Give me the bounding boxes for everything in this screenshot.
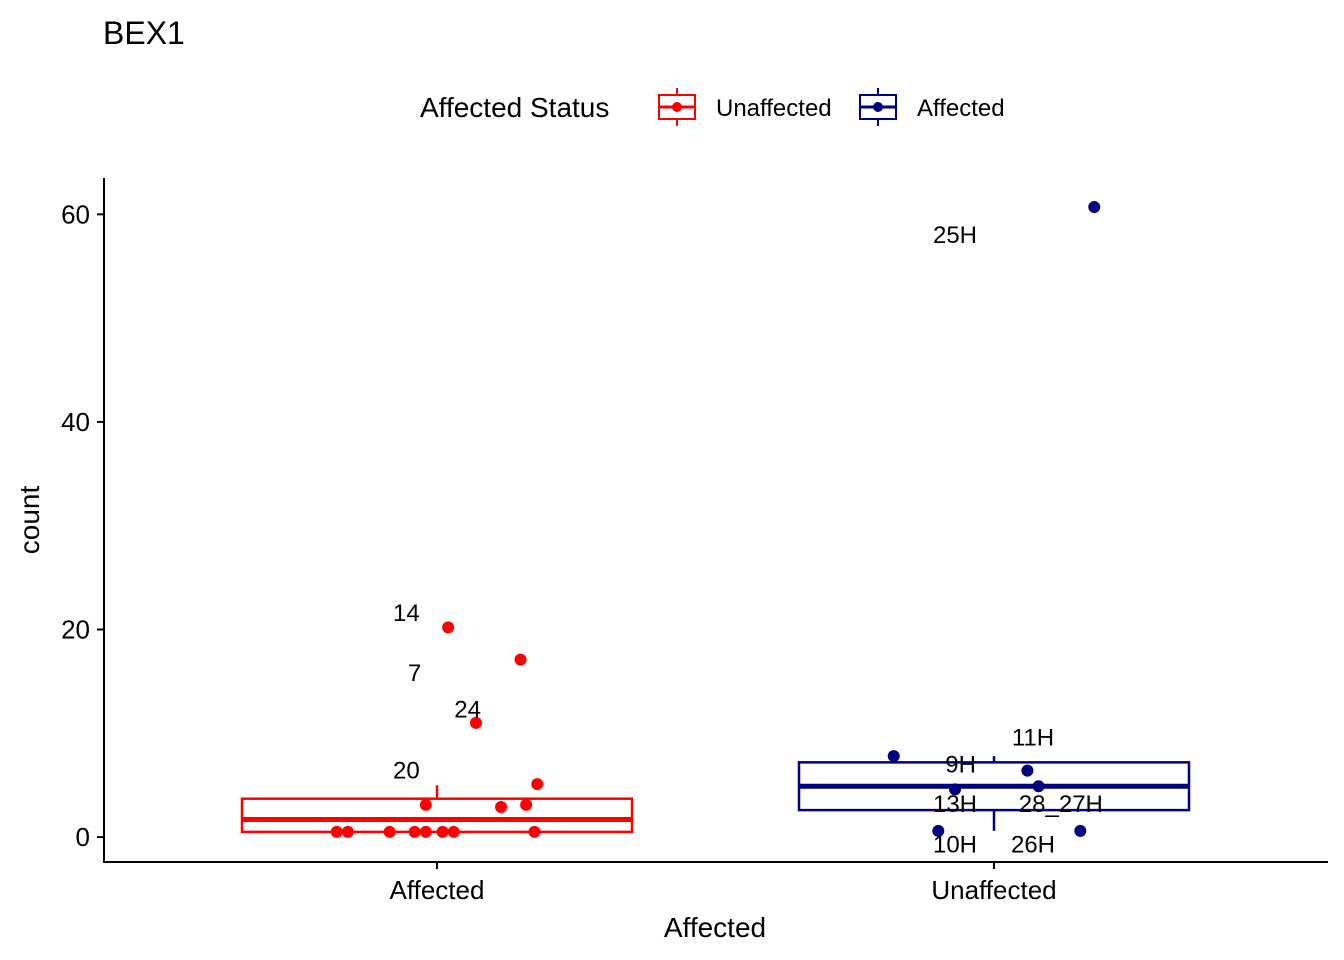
y-axis-title: count [14, 486, 45, 555]
data-point [442, 621, 455, 634]
point-label: 14 [393, 600, 420, 627]
data-point [528, 825, 541, 838]
point-label: 20 [393, 758, 420, 785]
box-unaffected [797, 756, 1191, 831]
data-point [887, 750, 900, 763]
data-point [436, 825, 449, 838]
y-tick-label: 20 [61, 615, 90, 645]
data-point [341, 825, 354, 838]
data-point [1074, 824, 1087, 837]
point-label: 11H [1012, 724, 1054, 751]
point-label: 10H [933, 831, 977, 858]
x-tick-label: Affected [390, 875, 485, 905]
data-point [1088, 201, 1101, 214]
data-point [408, 825, 421, 838]
legend-label-unaffected: Unaffected [716, 95, 832, 122]
data-point [419, 825, 432, 838]
point-label: 24 [454, 696, 481, 723]
data-point [1021, 764, 1034, 777]
data-point [531, 778, 544, 791]
data-point [949, 783, 962, 796]
data-point [419, 798, 432, 811]
data-point [520, 798, 533, 811]
box-affected [240, 785, 634, 834]
box-body [240, 797, 634, 834]
data-point [932, 824, 945, 837]
legend-key-affected [859, 88, 897, 126]
data-point [514, 653, 527, 666]
legend-title: Affected Status [420, 92, 609, 123]
legend: Affected Status Unaffected Affected [420, 88, 1005, 126]
data-point [469, 716, 482, 729]
point-label: 25H [933, 222, 977, 249]
y-tick-label: 0 [76, 822, 90, 852]
point-label: 9H [945, 751, 976, 778]
data-point [495, 800, 508, 813]
point-label: 26H [1011, 831, 1055, 858]
y-tick-label: 40 [61, 407, 90, 437]
x-axis-title: Affected [664, 912, 766, 943]
axes [103, 178, 1328, 863]
legend-label-affected: Affected [917, 95, 1005, 122]
point-label: 13H [933, 791, 977, 818]
data-point [383, 825, 396, 838]
data-point [330, 825, 343, 838]
legend-key-unaffected [658, 88, 696, 126]
x-tick-label: Unaffected [931, 875, 1056, 905]
plot-panel: 14 7 24 20 25H 11H 9H 13H 28_27H 10H 26H [240, 201, 1191, 858]
point-label: 7 [408, 660, 421, 687]
y-tick-label: 60 [61, 199, 90, 229]
data-point [1032, 780, 1045, 793]
data-point [447, 825, 460, 838]
axis-ticks: 0 20 40 60 Affected Unaffected [61, 199, 1057, 905]
chart-title: BEX1 [103, 15, 185, 51]
point-label: 28_27H [1019, 791, 1103, 818]
